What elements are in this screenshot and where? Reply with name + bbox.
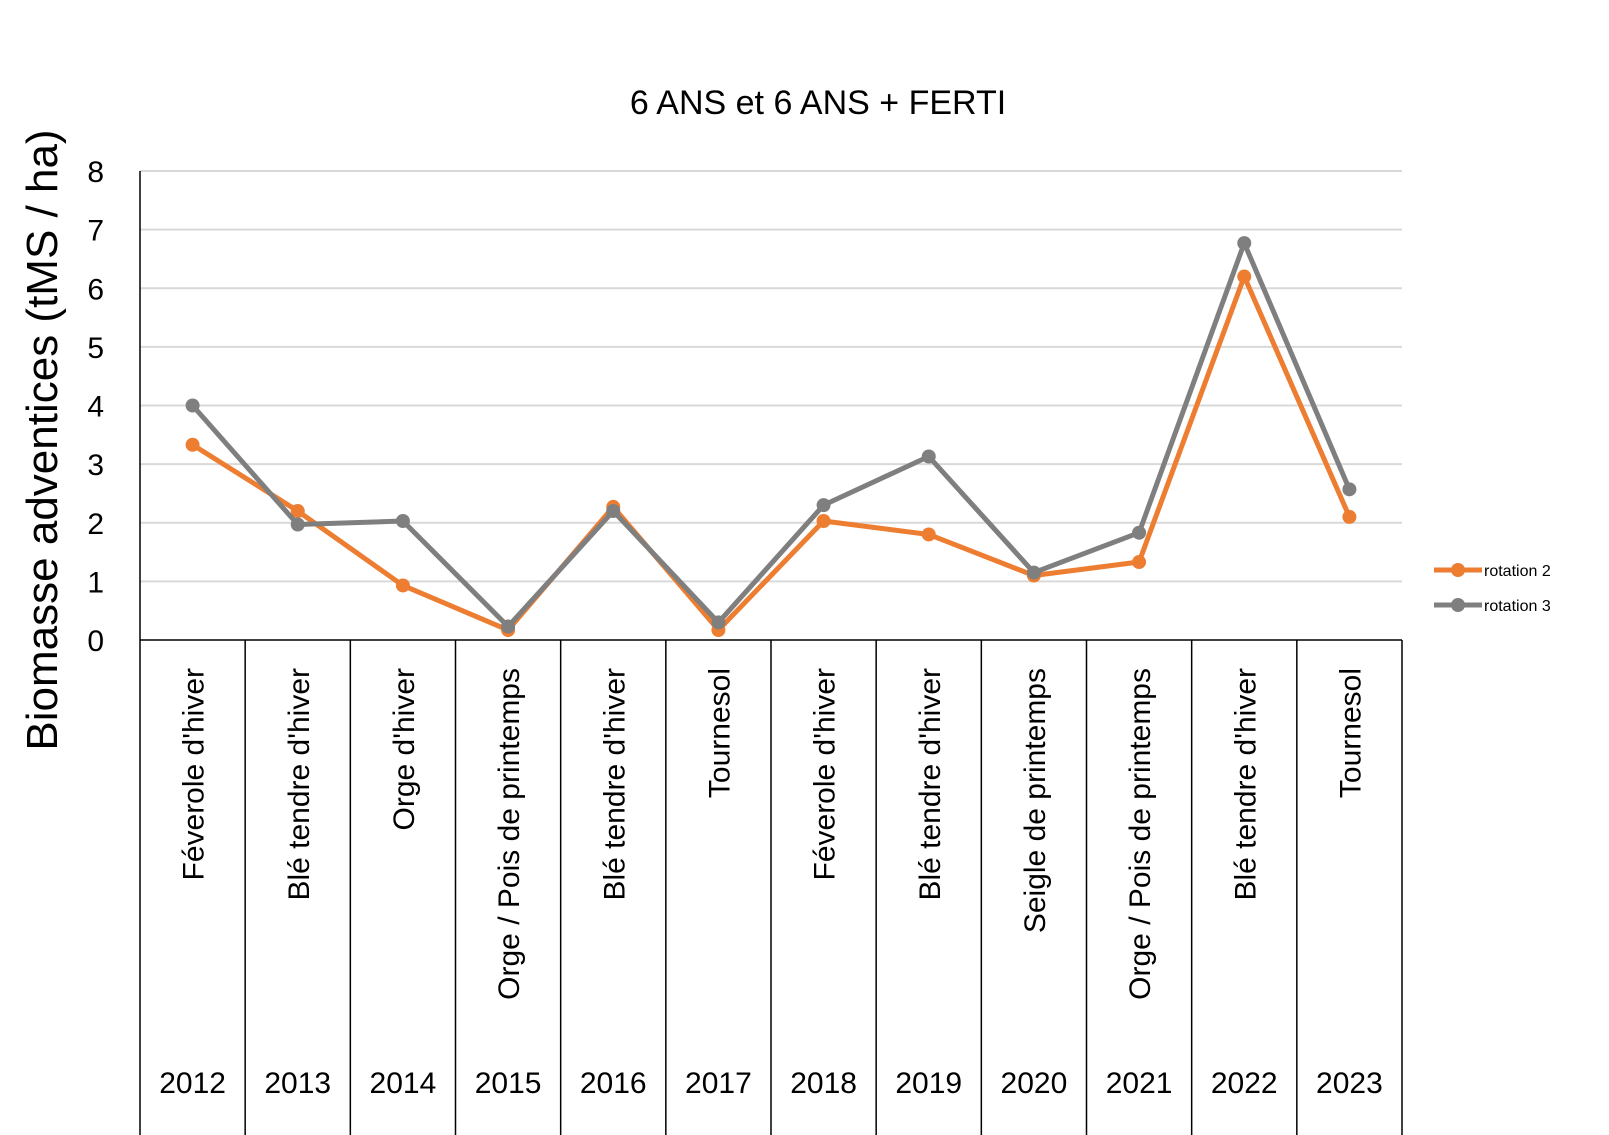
data-point <box>816 513 831 528</box>
category-crop-label: Blé tendre d'hiver <box>1229 668 1262 901</box>
y-axis-ticks: 0 1 2 3 4 5 6 7 8 <box>87 156 104 658</box>
data-point <box>1132 525 1147 540</box>
y-tick-label: 6 <box>87 273 104 306</box>
data-point <box>395 513 410 528</box>
y-axis-label: Biomasse adventices (tMS / ha) <box>18 129 67 750</box>
y-tick-label: 3 <box>87 449 104 482</box>
data-point <box>1342 482 1357 497</box>
data-point <box>185 437 200 452</box>
category-year-label: 2020 <box>1001 1067 1068 1100</box>
category-crop-label: Féverole d'hiver <box>809 668 842 881</box>
series-line <box>191 274 1352 633</box>
data-point <box>290 517 305 532</box>
y-tick-label: 8 <box>87 156 104 189</box>
data-point <box>816 498 831 513</box>
x-axis-table: Féverole d'hiver 2012 Blé tendre d'hiver 20… <box>139 171 1403 1135</box>
legend-swatch-marker <box>1451 598 1465 612</box>
data-point <box>1237 236 1252 251</box>
category-crop-label: Blé tendre d'hiver <box>598 668 631 901</box>
legend-swatch-marker <box>1451 563 1465 577</box>
data-point <box>606 504 621 519</box>
gridlines <box>140 170 1402 583</box>
category-crop-label: Blé tendre d'hiver <box>914 668 947 901</box>
data-point <box>1132 555 1147 570</box>
data-point <box>1237 269 1252 284</box>
series-line <box>190 240 1352 630</box>
category-year-label: 2012 <box>159 1067 226 1100</box>
series-rotation-3 <box>185 236 1357 634</box>
category-year-label: 2017 <box>685 1067 752 1100</box>
category-crop-label: Blé tendre d'hiver <box>283 668 316 901</box>
category-year-label: 2016 <box>580 1067 647 1100</box>
category-crop-label: Orge d'hiver <box>388 668 421 830</box>
category-year-label: 2019 <box>895 1067 962 1100</box>
category-year-label: 2023 <box>1316 1067 1383 1100</box>
chart-title: 6 ANS et 6 ANS + FERTI <box>630 84 1006 122</box>
data-point <box>185 398 200 413</box>
category-crop-label: Seigle de printemps <box>1019 668 1052 933</box>
category-year-label: 2015 <box>475 1067 542 1100</box>
category-year-label: 2014 <box>370 1067 437 1100</box>
category-year-label: 2018 <box>790 1067 857 1100</box>
y-tick-label: 0 <box>87 625 104 658</box>
legend-label: rotation 2 <box>1484 563 1551 580</box>
data-point <box>1026 565 1041 580</box>
category-crop-label: Orge / Pois de printemps <box>1124 668 1157 1000</box>
category-year-label: 2021 <box>1106 1067 1173 1100</box>
data-point <box>1342 509 1357 524</box>
category-crop-label: Tournesol <box>703 668 736 798</box>
data-point <box>501 619 516 634</box>
category-year-label: 2022 <box>1211 1067 1278 1100</box>
category-crop-label: Tournesol <box>1334 668 1367 798</box>
data-point <box>290 504 305 519</box>
data-point <box>395 578 410 593</box>
category-crop-label: Orge / Pois de printemps <box>493 668 526 1000</box>
legend: rotation 2 rotation 3 <box>1434 563 1551 615</box>
legend-label: rotation 3 <box>1484 598 1551 615</box>
y-tick-label: 4 <box>87 391 104 424</box>
series-layer <box>185 236 1357 638</box>
category-year-label: 2013 <box>264 1067 331 1100</box>
category-crop-label: Féverole d'hiver <box>178 668 211 881</box>
y-tick-label: 7 <box>87 215 104 248</box>
data-point <box>711 615 726 630</box>
data-point <box>921 449 936 464</box>
data-point <box>921 527 936 542</box>
y-tick-label: 5 <box>87 332 104 365</box>
y-tick-label: 2 <box>87 508 104 541</box>
y-tick-label: 1 <box>87 566 104 599</box>
